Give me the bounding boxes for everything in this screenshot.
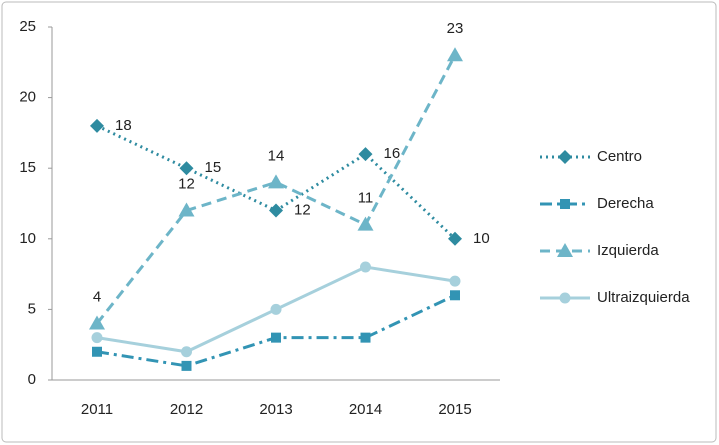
data-label: 18	[115, 117, 132, 134]
legend-label: Centro	[597, 148, 642, 165]
data-point	[269, 203, 283, 218]
data-label: 23	[447, 20, 464, 37]
data-point	[447, 47, 463, 62]
data-point	[357, 216, 374, 231]
data-point	[360, 332, 371, 343]
x-tick-label: 2012	[170, 401, 203, 418]
y-tick-label: 10	[19, 230, 36, 247]
data-label: 16	[384, 145, 401, 162]
y-tick-label: 20	[19, 89, 36, 106]
legend-marker	[560, 199, 570, 209]
data-label: 11	[358, 190, 374, 207]
y-tick-label: 15	[19, 159, 36, 176]
series-line	[95, 54, 457, 325]
data-point	[449, 275, 461, 287]
legend-marker	[557, 243, 573, 257]
data-label: 14	[268, 147, 285, 164]
data-point	[268, 174, 284, 189]
data-label: 10	[473, 230, 490, 247]
data-point	[179, 161, 194, 176]
data-point	[92, 346, 102, 357]
data-point	[90, 118, 104, 133]
y-tick-label: 5	[28, 300, 36, 317]
data-point	[450, 290, 460, 301]
data-point	[181, 360, 192, 371]
legend-marker	[558, 150, 572, 164]
data-label: 12	[178, 176, 195, 193]
legend-label: Izquierda	[597, 242, 659, 259]
x-tick-label: 2015	[438, 401, 471, 418]
x-tick-label: 2013	[259, 401, 292, 418]
data-point	[181, 346, 192, 358]
y-tick-label: 25	[19, 18, 36, 35]
data-label: 12	[294, 202, 311, 219]
data-point	[89, 315, 105, 330]
x-tick-label: 2014	[349, 401, 382, 418]
y-tick-label: 0	[28, 371, 36, 388]
legend-label: Ultraizquierda	[597, 289, 690, 306]
data-label: 15	[205, 159, 222, 176]
data-point	[448, 231, 462, 246]
data-label: 4	[93, 288, 101, 305]
data-point	[360, 261, 371, 273]
x-tick-label: 2011	[81, 401, 113, 418]
data-point	[178, 202, 195, 217]
data-point	[271, 332, 281, 343]
data-point	[270, 303, 282, 315]
data-point	[358, 147, 373, 162]
legend-label: Derecha	[597, 195, 654, 212]
data-point	[91, 332, 103, 344]
legend-marker	[559, 292, 571, 304]
